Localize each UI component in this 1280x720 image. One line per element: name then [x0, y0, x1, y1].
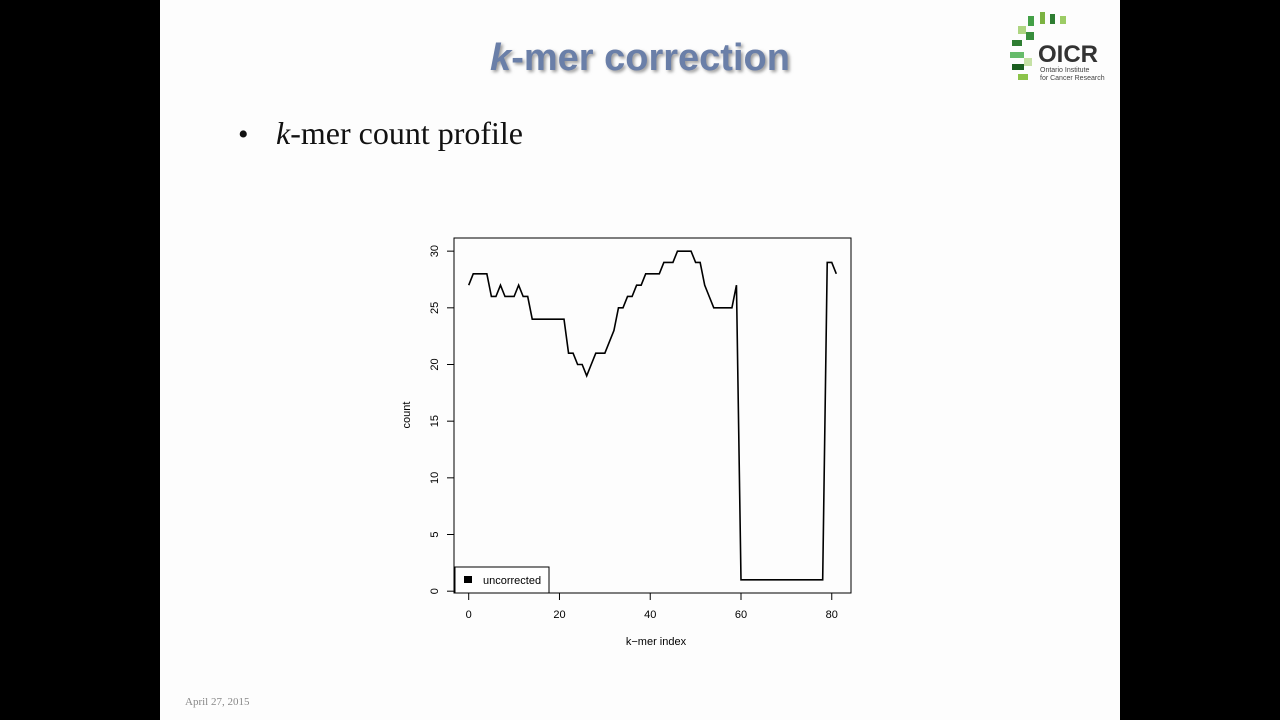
x-tick-label: 20	[553, 609, 565, 621]
x-tick-label: 40	[644, 609, 656, 621]
y-tick-label: 20	[429, 358, 441, 370]
plot-frame	[453, 237, 852, 594]
logo-sub: for Cancer Research	[1040, 75, 1105, 82]
x-axis-label: k−mer index	[626, 636, 687, 648]
bullet-rest: -mer count profile	[290, 115, 523, 151]
bullet-dot: •	[238, 118, 249, 151]
x-tick-label: 80	[826, 609, 838, 621]
y-tick-label: 5	[429, 531, 441, 537]
y-axis-label: count	[401, 402, 413, 429]
date: April 27, 2015	[185, 696, 250, 708]
legend-box	[454, 566, 550, 594]
logo-mark	[1010, 12, 1066, 80]
slide	[160, 0, 1120, 720]
legend-label: uncorrected	[483, 575, 541, 587]
slide-title: k-mer correction	[490, 37, 790, 79]
bullet: k-mer count profile	[276, 115, 523, 151]
y-tick-label: 30	[429, 245, 441, 257]
title-rest: -mer correction	[511, 37, 790, 79]
y-tick-label: 0	[429, 588, 441, 594]
bullet-k: k	[276, 115, 291, 151]
legend-swatch	[464, 576, 472, 583]
y-tick-label: 25	[429, 302, 441, 314]
x-tick-label: 60	[735, 609, 747, 621]
data-line	[467, 250, 838, 581]
y-tick-label: 15	[429, 415, 441, 427]
logo-text: OICR	[1038, 41, 1098, 68]
y-tick-label: 10	[429, 472, 441, 484]
logo: OICR Ontario Institute for Cancer Resear…	[1010, 12, 1105, 82]
chart: k−mer index count 0 20 40 60 80 0 5 10 15 20 25 30 u…	[401, 237, 852, 648]
x-tick-label: 0	[466, 609, 472, 621]
title-k: k	[490, 37, 513, 79]
logo-sub: Ontario Institute	[1040, 67, 1090, 74]
